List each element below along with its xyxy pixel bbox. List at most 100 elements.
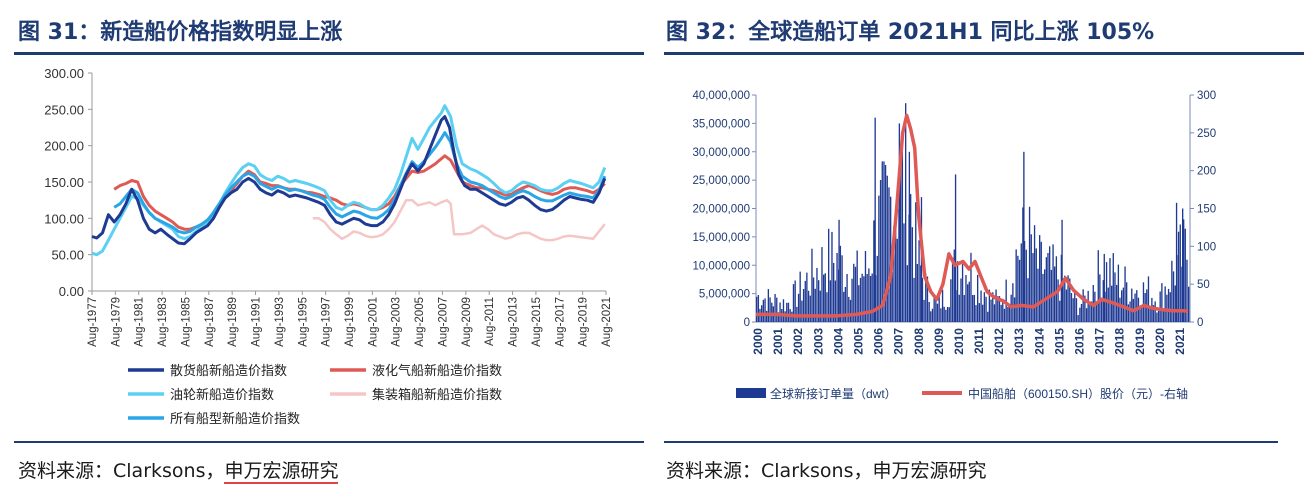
order-bar <box>864 251 867 322</box>
order-bar <box>936 303 939 322</box>
order-bar <box>799 271 801 322</box>
order-bar <box>993 304 996 322</box>
x-tick-label: 2004 <box>831 328 845 355</box>
order-bar <box>992 292 994 322</box>
order-bar <box>1022 207 1024 322</box>
order-bar <box>965 275 967 322</box>
order-bar <box>995 289 997 322</box>
y-tick-label: 25,000,000 <box>692 175 750 187</box>
order-bar <box>816 268 818 322</box>
x-tick-label: 2011 <box>972 328 986 354</box>
order-bar <box>1084 295 1086 322</box>
order-bar <box>873 220 875 322</box>
order-bar <box>786 302 788 322</box>
y-tick-label: 35,000,000 <box>692 118 750 130</box>
order-bar <box>1033 225 1036 322</box>
order-bar <box>818 280 820 322</box>
order-bar <box>879 180 882 322</box>
order-bar <box>900 159 902 322</box>
order-bar <box>1127 304 1130 322</box>
order-bar <box>893 225 895 322</box>
y-tick-label: 5,000,000 <box>699 289 750 301</box>
order-bar <box>1055 256 1058 322</box>
order-bar <box>1188 286 1190 322</box>
order-bar <box>1080 304 1083 322</box>
order-bar <box>794 280 796 322</box>
order-bar <box>1151 297 1153 322</box>
x-tick-label: 2019 <box>1133 328 1147 355</box>
order-bar <box>1035 248 1037 322</box>
x-tick-label: Aug-2001 <box>367 297 379 347</box>
order-bar <box>863 276 865 322</box>
order-bar <box>916 264 919 322</box>
x-tick-label: Aug-2013 <box>508 297 520 347</box>
order-bar <box>1157 310 1160 322</box>
order-bar <box>1104 291 1106 322</box>
order-bar <box>1070 293 1073 322</box>
order-bar <box>1020 243 1022 322</box>
order-bar <box>1174 285 1176 322</box>
order-bar <box>769 297 771 322</box>
y-tick-label: 20,000,000 <box>692 204 750 216</box>
x-tick-label: 2006 <box>872 328 886 355</box>
order-bar <box>861 273 863 322</box>
order-bar <box>1171 260 1173 322</box>
order-bar <box>978 303 981 322</box>
order-bar <box>953 249 955 322</box>
order-bar <box>802 289 805 322</box>
order-bar <box>1152 305 1155 322</box>
order-bar <box>884 165 887 322</box>
order-bar <box>1077 315 1079 322</box>
y-tick-label: 250.00 <box>44 102 84 117</box>
order-bar <box>824 273 826 322</box>
order-bar <box>1059 300 1061 322</box>
order-bar-spike <box>1023 151 1025 323</box>
y2-tick-label: 200 <box>1197 166 1216 178</box>
order-bar <box>811 248 813 322</box>
order-bar <box>767 289 770 322</box>
x-tick-label: Aug-2019 <box>578 297 590 347</box>
order-bar <box>930 311 932 322</box>
y-tick-label: 200.00 <box>44 139 84 154</box>
order-bar <box>1075 298 1078 322</box>
order-bar <box>876 255 878 322</box>
order-bar <box>1018 259 1021 322</box>
x-tick-label: 2008 <box>912 328 926 355</box>
order-bar <box>1131 288 1133 322</box>
title-rule <box>14 52 644 55</box>
source-line: 资料来源：Clarksons，申万宏源研究 <box>18 456 339 484</box>
y-tick-label: 30,000,000 <box>692 147 750 159</box>
order-bar <box>883 161 885 322</box>
order-bar <box>756 296 758 322</box>
order-bar <box>891 271 893 322</box>
order-bar <box>958 294 960 322</box>
legend-label-lng: 液化气船新船造价指数 <box>372 363 502 378</box>
order-bar <box>1134 293 1136 322</box>
order-bar <box>823 274 825 322</box>
order-bar <box>846 274 848 322</box>
x-tick-label: Aug-1983 <box>157 297 169 347</box>
order-bar <box>819 290 821 322</box>
y2-tick-label: 0 <box>1197 317 1203 329</box>
order-bar <box>871 273 873 322</box>
order-bar <box>1074 289 1076 322</box>
order-bar <box>920 265 922 322</box>
x-tick-label: 2015 <box>1052 328 1066 355</box>
order-bar <box>1159 291 1161 322</box>
order-bar-spike <box>898 123 901 323</box>
order-bar <box>1065 289 1068 322</box>
order-bar <box>858 285 860 322</box>
series-line-bulk <box>91 115 607 246</box>
legend-label-container: 集装箱船新船造价指数 <box>372 387 502 402</box>
order-bar <box>1052 244 1054 322</box>
y2-tick-label: 300 <box>1197 90 1216 102</box>
y2-tick-label: 250 <box>1197 128 1216 140</box>
x-tick-label: Aug-2007 <box>437 297 449 347</box>
order-bar <box>1023 241 1026 322</box>
x-tick-label: Aug-1979 <box>110 297 122 347</box>
order-bar <box>856 250 858 322</box>
y-tick-label: 15,000,000 <box>692 232 750 244</box>
order-bar <box>988 289 991 322</box>
order-bar <box>951 257 954 322</box>
order-bar <box>886 175 888 322</box>
